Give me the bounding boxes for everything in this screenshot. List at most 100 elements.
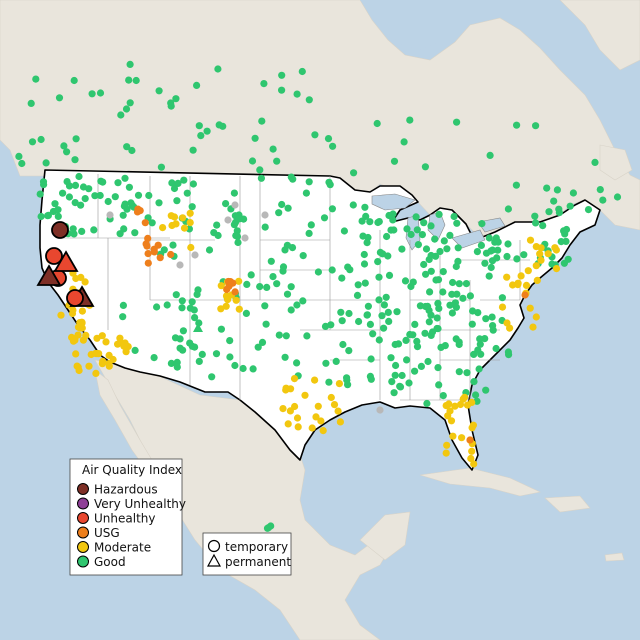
monitor-site bbox=[498, 294, 506, 302]
monitor-site bbox=[217, 325, 225, 333]
monitor-site bbox=[336, 418, 344, 426]
monitor-site bbox=[258, 117, 266, 125]
monitor-site bbox=[311, 131, 319, 139]
monitor-site bbox=[378, 312, 386, 320]
monitor-site bbox=[65, 193, 73, 201]
monitor-site bbox=[59, 189, 67, 197]
monitor-site bbox=[121, 200, 129, 208]
monitor-site bbox=[436, 247, 444, 256]
monitor-site bbox=[28, 138, 37, 146]
monitor-site bbox=[122, 348, 130, 356]
monitor-site bbox=[452, 303, 460, 311]
monitor-site bbox=[524, 267, 532, 275]
monitor-site bbox=[76, 324, 84, 332]
monitor-site bbox=[443, 245, 451, 253]
monitor-site bbox=[312, 413, 320, 421]
monitor-site bbox=[217, 305, 225, 313]
monitor-site bbox=[269, 273, 277, 281]
monitor-site bbox=[148, 219, 156, 227]
monitor-site bbox=[293, 301, 301, 309]
monitor-site bbox=[172, 220, 180, 228]
monitor-site bbox=[387, 354, 395, 362]
monitor-site bbox=[85, 362, 93, 370]
monitor-site bbox=[72, 135, 80, 143]
greenland bbox=[559, 0, 640, 71]
monitor-site bbox=[283, 290, 292, 298]
monitor-site bbox=[449, 432, 457, 440]
monitor-site bbox=[157, 163, 165, 171]
monitor-site bbox=[482, 386, 490, 394]
monitor-site bbox=[414, 241, 422, 249]
monitor-site bbox=[366, 218, 374, 226]
monitor-site bbox=[96, 89, 105, 97]
monitor-site bbox=[521, 291, 529, 299]
monitor-site bbox=[407, 282, 415, 291]
monitor-site bbox=[467, 454, 475, 463]
monitor-site bbox=[454, 244, 462, 252]
puerto-rico bbox=[604, 552, 625, 562]
monitor-site bbox=[463, 401, 472, 409]
monitor-site bbox=[390, 157, 399, 165]
monitor-site bbox=[453, 118, 461, 126]
monitor-site bbox=[478, 220, 486, 228]
monitor-site bbox=[322, 359, 330, 367]
monitor-site bbox=[186, 219, 194, 227]
monitor-site bbox=[176, 335, 184, 343]
monitor-site bbox=[51, 200, 59, 208]
monitor-site bbox=[455, 368, 463, 376]
monitor-site bbox=[532, 243, 540, 251]
monitor-site bbox=[450, 212, 458, 221]
monitor-site bbox=[307, 221, 315, 229]
monitor-site bbox=[261, 223, 269, 231]
monitor-site bbox=[448, 290, 456, 298]
monitor-site bbox=[596, 186, 604, 194]
monitor-site bbox=[446, 231, 454, 239]
monitor-site bbox=[354, 281, 362, 289]
monitor-site bbox=[88, 90, 96, 98]
monitor-site bbox=[475, 365, 483, 373]
monitor-site bbox=[413, 226, 421, 234]
monitor-site bbox=[178, 297, 186, 305]
monitor-site bbox=[193, 81, 201, 89]
monitor-site bbox=[60, 142, 68, 150]
monitor-site bbox=[346, 266, 354, 274]
legend-label-good: Good bbox=[94, 555, 126, 569]
shape-legend-box bbox=[202, 532, 292, 576]
monitor-site bbox=[188, 203, 196, 211]
monitor-site bbox=[311, 376, 319, 384]
monitor-site bbox=[503, 252, 511, 261]
monitor-site bbox=[375, 273, 383, 281]
temporary-site-marker bbox=[45, 247, 63, 265]
monitor-site bbox=[260, 80, 268, 88]
monitor-site bbox=[406, 116, 414, 124]
monitor-site bbox=[102, 338, 110, 346]
monitor-site bbox=[433, 324, 441, 333]
aqi-legend-title: Air Quality Index bbox=[82, 463, 182, 477]
monitor-site bbox=[487, 247, 495, 255]
monitor-site bbox=[584, 206, 593, 214]
monitor-site bbox=[126, 99, 134, 107]
monitor-site bbox=[508, 281, 517, 289]
monitor-site bbox=[305, 96, 313, 104]
monitor-site bbox=[435, 381, 443, 389]
monitor-site bbox=[476, 335, 484, 343]
legend-label-very_unhealthy: Very Unhealthy bbox=[94, 497, 186, 511]
monitor-site bbox=[369, 330, 377, 338]
monitor-site bbox=[383, 232, 391, 241]
monitor-site bbox=[226, 278, 234, 286]
hudson-bay bbox=[360, 0, 445, 50]
monitor-site bbox=[121, 174, 129, 182]
monitor-site bbox=[320, 214, 329, 222]
monitor-site bbox=[390, 389, 398, 397]
monitor-site bbox=[396, 383, 405, 391]
circle-marker-icon bbox=[207, 539, 221, 553]
monitor-site bbox=[473, 248, 481, 256]
monitor-site bbox=[459, 294, 467, 302]
monitor-sites bbox=[15, 60, 622, 532]
monitor-site bbox=[412, 213, 420, 221]
monitor-site bbox=[443, 441, 451, 449]
monitor-site bbox=[174, 179, 182, 187]
monitor-site bbox=[441, 342, 449, 350]
yucatan bbox=[359, 511, 411, 561]
